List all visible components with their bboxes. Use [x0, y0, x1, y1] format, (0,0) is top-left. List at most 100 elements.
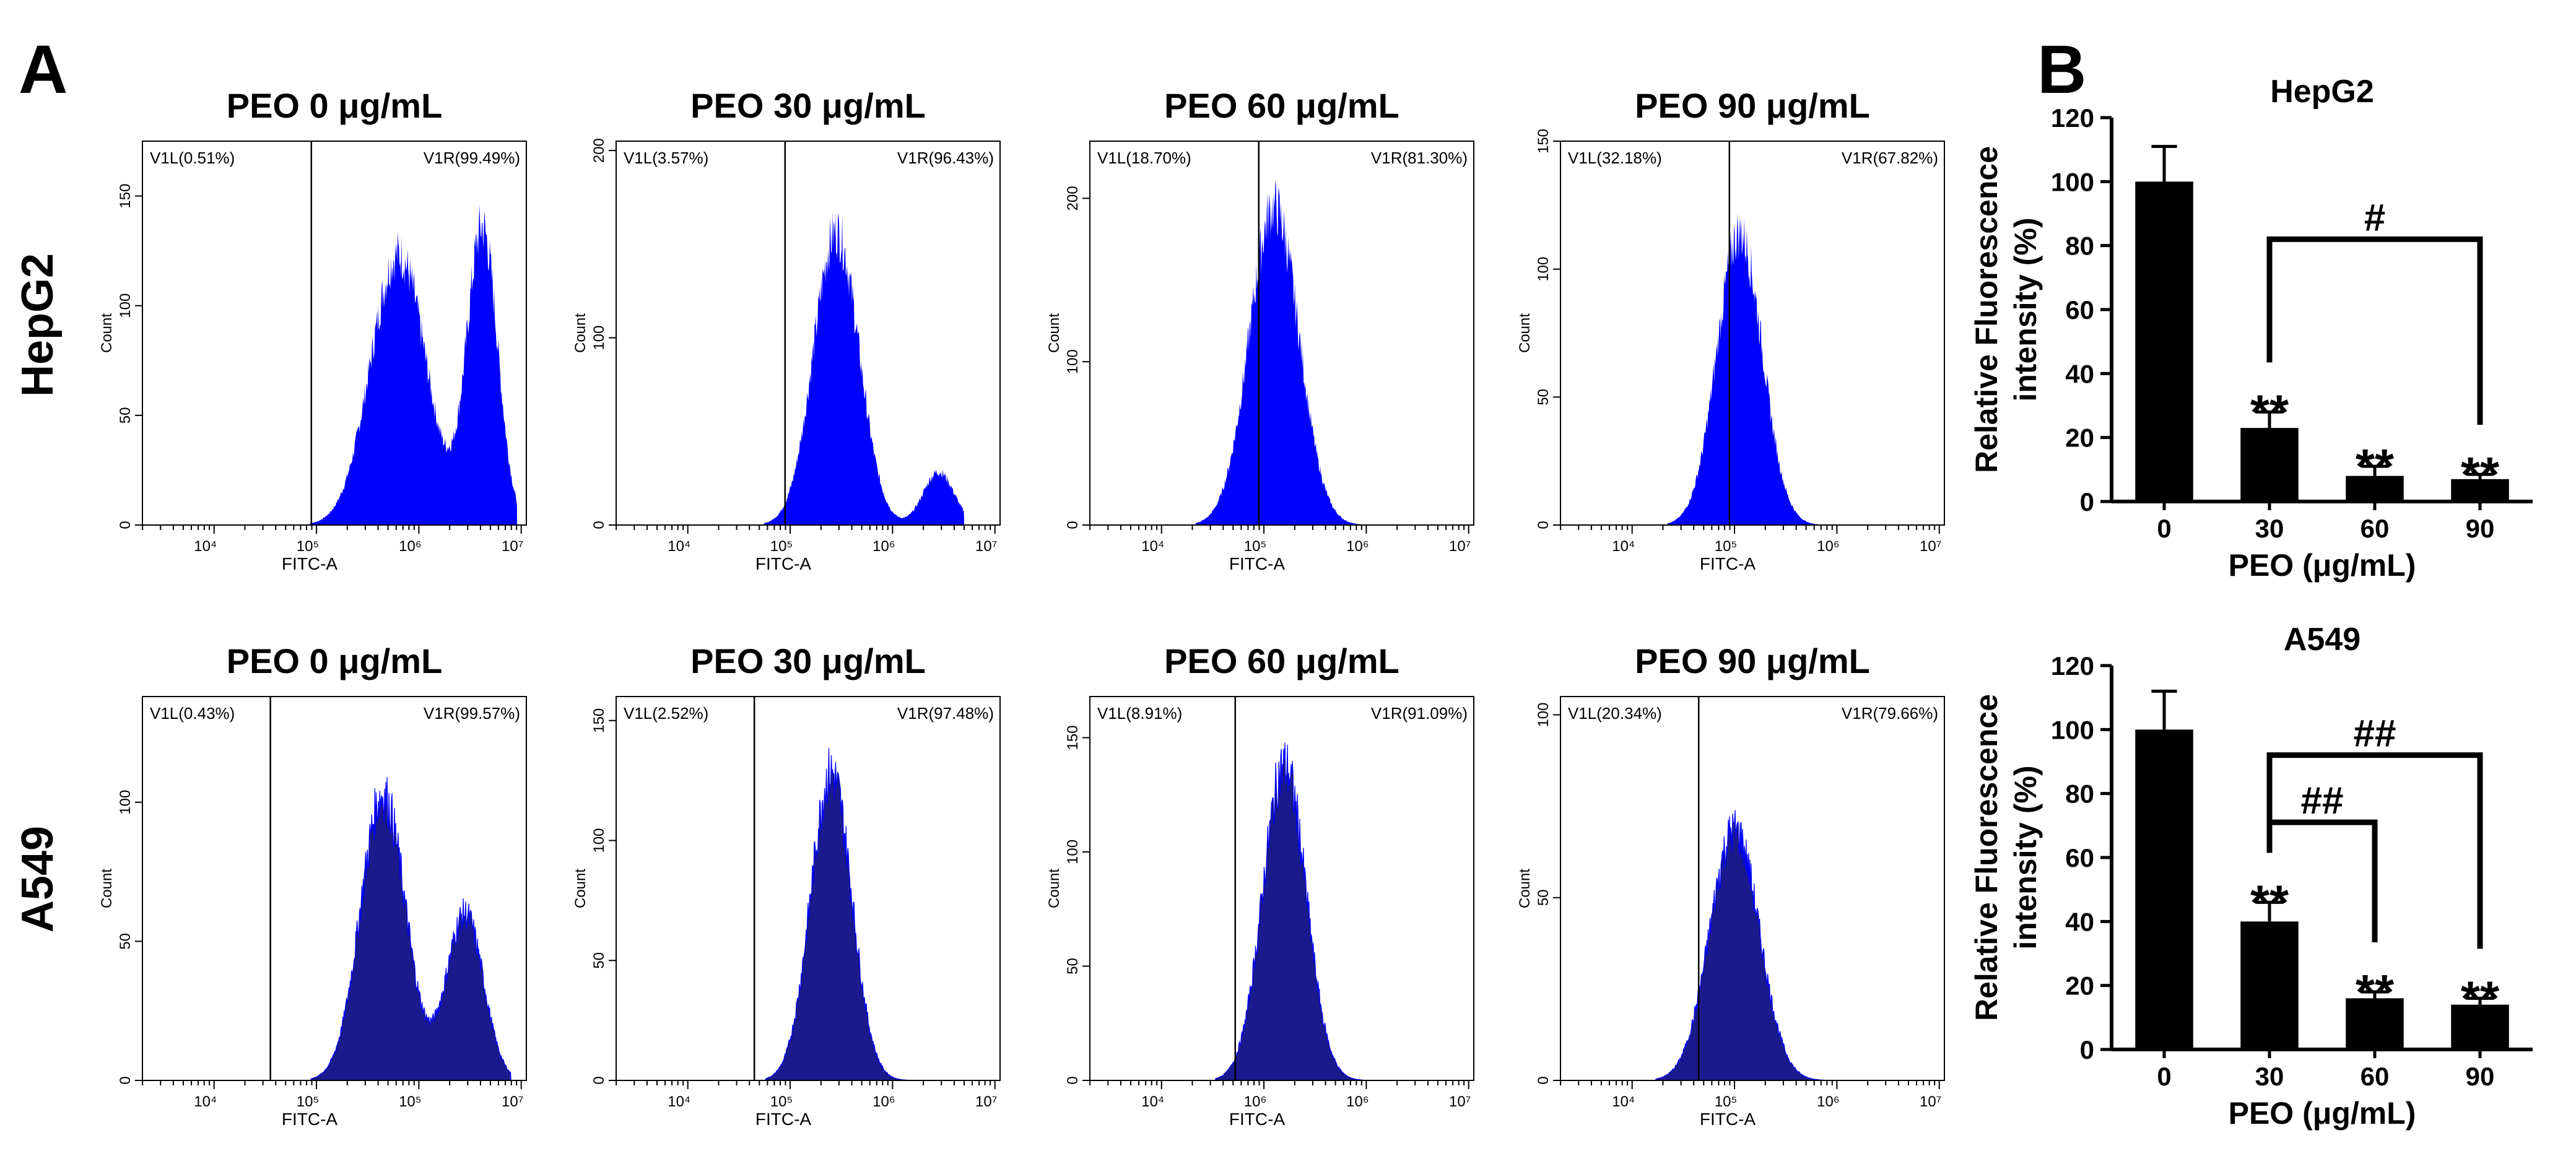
y-tick-label: 80 [2065, 232, 2094, 261]
x-tick-label: 10⁶ [1244, 1093, 1267, 1110]
bar-chart-a549: A549 0 ** 30 ** 60 ** 90 #### 0 20 40 60 80 100 120 PEO … [1969, 622, 2533, 1131]
x-tick-label: 0 [2157, 1062, 2171, 1091]
y-tick-label: 200 [1064, 186, 1081, 211]
histogram-frame [616, 696, 1001, 1081]
y-tick-label: 0 [117, 521, 134, 529]
x-axis-label: FITC-A [282, 554, 338, 573]
panel-letter-a: A [19, 32, 67, 108]
histogram-title: PEO 60 μg/mL [1164, 641, 1399, 680]
gate-left-label: V1L(3.57%) [624, 149, 708, 167]
y-tick-label: 100 [591, 828, 607, 853]
histogram-frame [616, 141, 1001, 526]
y-axis-label-line2: intensity (%) [2008, 217, 2043, 401]
gate-right-label: V1R(99.49%) [424, 149, 520, 167]
x-axis-label: FITC-A [1700, 554, 1756, 573]
panel-letter-b: B [2037, 32, 2086, 108]
y-tick-label: 0 [2080, 1035, 2094, 1064]
y-tick-label: 200 [591, 138, 607, 163]
histogram-title: PEO 30 μg/mL [690, 641, 926, 680]
x-axis-label: PEO (μg/mL) [2229, 1096, 2416, 1131]
gate-left-label: V1L(8.91%) [1097, 704, 1182, 723]
histogram-a549-3: PEO 90 μg/mL V1L(20.34%) V1R(79.66%) 0 50 100… [1516, 641, 1945, 1129]
x-axis-label: PEO (μg/mL) [2229, 548, 2416, 583]
x-tick-label: 10⁷ [502, 1093, 523, 1110]
y-tick-label: 60 [2065, 295, 2094, 324]
y-tick-label: 150 [1535, 129, 1552, 154]
bar [2240, 428, 2299, 502]
bar [2240, 921, 2299, 1049]
histogram-title: PEO 60 μg/mL [1164, 86, 1399, 125]
y-tick-label: 50 [117, 407, 134, 424]
significance-stars: ** [2461, 971, 2500, 1026]
gate-left-label: V1L(0.51%) [150, 149, 235, 167]
gate-right-label: V1R(96.43%) [897, 149, 994, 167]
bar [2135, 181, 2193, 502]
y-tick-label: 50 [1535, 389, 1552, 406]
significance-stars: ** [2356, 965, 2395, 1020]
histogram-title: PEO 90 μg/mL [1635, 86, 1870, 125]
x-tick-label: 0 [2157, 514, 2171, 543]
y-tick-label: 0 [1535, 1076, 1552, 1084]
y-axis-label: Count [98, 869, 115, 908]
significance-stars: ** [2250, 384, 2289, 440]
bar-chart-hepg2: HepG2 0 ** 30 ** 60 ** 90 #0 20 40 60 80 100 120 PEO (μ… [1969, 74, 2533, 583]
x-tick-label: 10⁶ [872, 538, 895, 555]
histogram-title: PEO 30 μg/mL [690, 86, 926, 125]
histogram-a549-0: PEO 0 μg/mL V1L(0.43%) V1R(99.57%) 0 50 100 Co… [98, 641, 527, 1129]
y-tick-label: 100 [1064, 840, 1081, 864]
x-axis-label: FITC-A [755, 554, 812, 573]
histogram-hepg2-1: PEO 30 μg/mL V1L(3.57%) V1R(96.43%) 0 100 200… [572, 86, 1001, 573]
y-axis-label: Count [1516, 869, 1533, 908]
x-tick-label: 10⁴ [1141, 538, 1164, 555]
y-tick-label: 100 [591, 326, 607, 350]
x-tick-label: 10⁶ [1346, 538, 1369, 555]
y-tick-label: 100 [117, 293, 134, 318]
row-label-a549: A549 [13, 826, 63, 932]
x-tick-label: 10⁷ [975, 1093, 997, 1110]
y-tick-label: 100 [2051, 167, 2094, 196]
bar [2135, 729, 2193, 1049]
gate-right-label: V1R(91.09%) [1371, 704, 1468, 723]
y-tick-label: 120 [2051, 103, 2094, 132]
significance-bracket [2266, 236, 2483, 425]
bar-charts: HepG2 0 ** 30 ** 60 ** 90 #0 20 40 60 80 100 120 PEO (μ… [1969, 74, 2533, 1131]
histogram-frame [1089, 141, 1474, 526]
x-tick-label: 30 [2255, 1062, 2284, 1091]
histogram-distribution [310, 776, 511, 1081]
y-tick-label: 0 [591, 521, 607, 529]
histogram-distribution [1195, 180, 1387, 525]
x-tick-label: 10⁵ [297, 1093, 320, 1110]
y-tick-label: 0 [591, 1076, 607, 1084]
bar [2451, 1004, 2509, 1049]
x-tick-label: 10⁶ [399, 538, 422, 555]
y-tick-label: 40 [2065, 359, 2094, 388]
x-axis-label: FITC-A [1700, 1110, 1756, 1129]
y-tick-label: 50 [1535, 889, 1552, 906]
x-tick-label: 10⁴ [194, 1093, 217, 1110]
x-tick-label: 10⁴ [1141, 1093, 1164, 1110]
x-tick-label: 10⁷ [502, 538, 523, 555]
gate-left-label: V1L(0.43%) [150, 704, 235, 723]
x-axis-label: FITC-A [1229, 1110, 1286, 1129]
x-axis-label: FITC-A [1229, 554, 1286, 573]
histogram-distribution [1215, 742, 1397, 1081]
y-tick-label: 0 [1535, 521, 1552, 529]
gate-left-label: V1L(2.52%) [624, 704, 708, 723]
x-tick-label: 10⁵ [297, 538, 320, 555]
y-tick-label: 80 [2065, 780, 2094, 809]
gate-right-label: V1R(99.57%) [424, 704, 520, 723]
x-tick-label: 10⁵ [399, 1093, 422, 1110]
x-tick-label: 10⁶ [1346, 1093, 1369, 1110]
y-axis-label-line1: Relative Fluorescence [1969, 146, 2004, 473]
x-tick-label: 10⁷ [1920, 1093, 1941, 1110]
y-tick-label: 0 [1064, 521, 1081, 529]
x-tick-label: 10⁵ [1715, 1093, 1738, 1110]
histogram-hepg2-0: PEO 0 μg/mL V1L(0.51%) V1R(99.49%) 0 50 100 15… [98, 86, 527, 573]
significance-hash: ## [2354, 713, 2396, 755]
gate-left-label: V1L(20.34%) [1568, 704, 1662, 723]
gate-left-label: V1L(18.70%) [1097, 149, 1191, 167]
y-tick-label: 20 [2065, 971, 2094, 1001]
y-tick-label: 0 [117, 1076, 134, 1084]
gate-right-label: V1R(67.82%) [1842, 149, 1938, 167]
y-tick-label: 20 [2065, 423, 2094, 453]
